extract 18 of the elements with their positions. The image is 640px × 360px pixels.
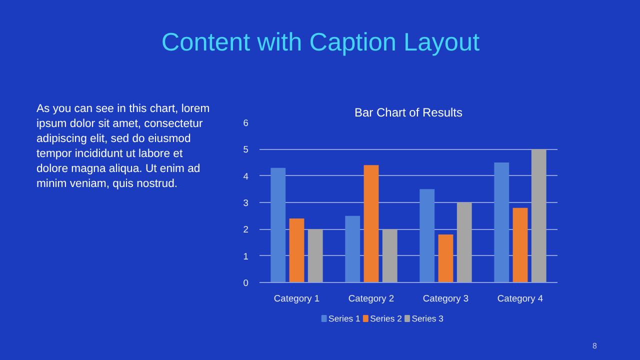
y-tick-label: 1 xyxy=(243,251,249,262)
y-tick-label: 0 xyxy=(243,278,249,288)
y-tick-label: 3 xyxy=(243,198,249,208)
x-tick-label: Category 2 xyxy=(348,294,394,304)
y-tick-label: 5 xyxy=(243,144,249,155)
chart-title: Content with Caption Layout xyxy=(161,28,480,56)
x-tick-label: Category 1 xyxy=(274,294,320,304)
legend-label: Series 1 xyxy=(328,314,360,324)
y-tick-label: 2 xyxy=(243,224,249,235)
x-tick-label: Category 3 xyxy=(422,294,469,304)
y-tick-label: 4 xyxy=(243,171,249,182)
chart-subtitle: Bar Chart of Results xyxy=(354,106,463,120)
text: 8 xyxy=(592,342,598,350)
y-tick-label: 6 xyxy=(243,118,249,128)
legend-label: Series 3 xyxy=(412,314,444,324)
legend-label: Series 2 xyxy=(370,314,402,324)
text: As you can see in this chart, lorem ipsum dolor sit amet, consectetur adipiscing elit, sed do eiusmod tempor incididunt ut labore et dolore magna aliqua. Ut enim ad minim veniam, quis nostrud. xyxy=(36,103,210,190)
x-tick-label: Category 4 xyxy=(497,294,544,304)
